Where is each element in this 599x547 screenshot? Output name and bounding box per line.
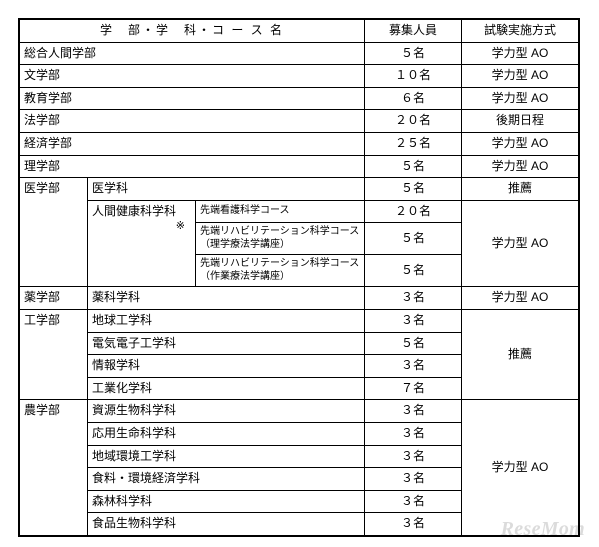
capacity-cell: ５名 [365, 178, 462, 201]
table-row: 農学部 資源生物科学科 ３名 学力型 AO [20, 400, 579, 423]
dept-cell: 地球工学科 [88, 309, 365, 332]
table-row: 人間健康科学科 ※ 先端看護科学コース ２０名 学力型 AO [20, 200, 579, 223]
table-row: 工学部 地球工学科 ３名 推薦 [20, 309, 579, 332]
faculty-cell: 法学部 [20, 110, 365, 133]
capacity-cell: ３名 [365, 490, 462, 513]
capacity-cell: ５名 [365, 255, 462, 287]
method-cell: 学力型 AO [462, 132, 579, 155]
table-row: 教育学部 ６名 学力型 AO [20, 87, 579, 110]
capacity-cell: ３名 [365, 355, 462, 378]
capacity-cell: ６名 [365, 87, 462, 110]
table-container: 学 部・学 科・コ ー ス 名 募集人員 試験実施方式 総合人間学部 ５名 学力… [18, 18, 580, 537]
course-cell: 先端看護科学コース [196, 200, 365, 223]
course-cell: 先端リハビリテーション科学コース（理学療法学講座） [196, 223, 365, 255]
capacity-cell: ３名 [365, 287, 462, 310]
table-row: 文学部 １０名 学力型 AO [20, 65, 579, 88]
dept-cell: 医学科 [88, 178, 365, 201]
table-row: 薬学部 薬科学科 ３名 学力型 AO [20, 287, 579, 310]
dept-cell: 資源生物科学科 [88, 400, 365, 423]
method-cell: 推薦 [462, 178, 579, 201]
capacity-cell: ２５名 [365, 132, 462, 155]
method-cell: 学力型 AO [462, 400, 579, 536]
note-symbol: ※ [92, 219, 191, 233]
faculty-cell: 薬学部 [20, 287, 88, 310]
capacity-cell: ５名 [365, 223, 462, 255]
dept-cell: 地域環境工学科 [88, 445, 365, 468]
capacity-cell: ３名 [365, 468, 462, 491]
course-cell: 先端リハビリテーション科学コース（作業療法学講座） [196, 255, 365, 287]
header-main: 学 部・学 科・コ ー ス 名 [20, 20, 365, 43]
dept-cell: 人間健康科学科 ※ [88, 200, 196, 287]
dept-cell: 応用生命科学科 [88, 422, 365, 445]
faculty-cell: 医学部 [20, 178, 88, 287]
capacity-cell: １０名 [365, 65, 462, 88]
faculty-cell: 農学部 [20, 400, 88, 536]
table-row: 総合人間学部 ５名 学力型 AO [20, 42, 579, 65]
dept-cell: 情報学科 [88, 355, 365, 378]
capacity-cell: ７名 [365, 377, 462, 400]
method-cell: 学力型 AO [462, 42, 579, 65]
capacity-cell: ３名 [365, 445, 462, 468]
table-row: 法学部 ２０名 後期日程 [20, 110, 579, 133]
admissions-table: 学 部・学 科・コ ー ス 名 募集人員 試験実施方式 総合人間学部 ５名 学力… [19, 19, 579, 536]
table-row: 理学部 ５名 学力型 AO [20, 155, 579, 178]
faculty-cell: 工学部 [20, 309, 88, 399]
capacity-cell: ３名 [365, 309, 462, 332]
method-cell: 学力型 AO [462, 155, 579, 178]
dept-cell: 食料・環境経済学科 [88, 468, 365, 491]
dept-cell: 森林科学科 [88, 490, 365, 513]
dept-label: 人間健康科学科 [92, 204, 176, 218]
capacity-cell: ３名 [365, 513, 462, 536]
faculty-cell: 総合人間学部 [20, 42, 365, 65]
method-cell: 後期日程 [462, 110, 579, 133]
capacity-cell: ５名 [365, 42, 462, 65]
capacity-cell: ２０名 [365, 110, 462, 133]
faculty-cell: 理学部 [20, 155, 365, 178]
capacity-cell: ２０名 [365, 200, 462, 223]
table-row: 医学部 医学科 ５名 推薦 [20, 178, 579, 201]
capacity-cell: ５名 [365, 155, 462, 178]
faculty-cell: 文学部 [20, 65, 365, 88]
table-row: 経済学部 ２５名 学力型 AO [20, 132, 579, 155]
capacity-cell: ３名 [365, 400, 462, 423]
header-method: 試験実施方式 [462, 20, 579, 43]
dept-cell: 食品生物科学科 [88, 513, 365, 536]
method-cell: 学力型 AO [462, 287, 579, 310]
method-cell: 推薦 [462, 309, 579, 399]
method-cell: 学力型 AO [462, 87, 579, 110]
faculty-cell: 経済学部 [20, 132, 365, 155]
capacity-cell: ５名 [365, 332, 462, 355]
method-cell: 学力型 AO [462, 200, 579, 287]
faculty-cell: 教育学部 [20, 87, 365, 110]
dept-cell: 薬科学科 [88, 287, 365, 310]
capacity-cell: ３名 [365, 422, 462, 445]
method-cell: 学力型 AO [462, 65, 579, 88]
dept-cell: 工業化学科 [88, 377, 365, 400]
dept-cell: 電気電子工学科 [88, 332, 365, 355]
header-row: 学 部・学 科・コ ー ス 名 募集人員 試験実施方式 [20, 20, 579, 43]
header-capacity: 募集人員 [365, 20, 462, 43]
